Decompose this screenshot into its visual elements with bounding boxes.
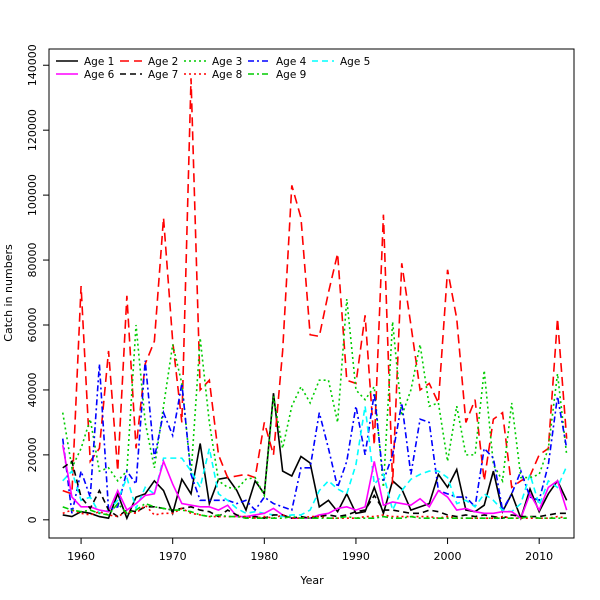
series-line-age-1 xyxy=(62,393,568,521)
legend: Age 1 Age 2 Age 3 Age 4 Age 5 Age 6 Age 7 Age 8… xyxy=(56,56,370,81)
legend-label: Age 8 xyxy=(212,69,242,81)
y-tick-label: 100000 xyxy=(26,174,39,216)
y-tick-label: 0 xyxy=(26,516,39,523)
y-tick-label: 60000 xyxy=(26,307,39,342)
x-tick-label: 1990 xyxy=(342,550,370,563)
y-axis: 0 20000 40000 60000 80000 100000 120000 140000 xyxy=(26,44,49,523)
x-tick-label: 2010 xyxy=(525,550,553,563)
legend-label: Age 6 xyxy=(84,69,115,81)
legend-label: Age 3 xyxy=(212,56,242,68)
series-line-age-2 xyxy=(62,78,568,495)
y-tick-label: 20000 xyxy=(26,437,39,472)
x-tick-label: 2000 xyxy=(434,550,462,563)
series-line-age-9 xyxy=(62,502,567,519)
x-axis: 1960 1970 1980 1990 2000 2010 xyxy=(67,538,553,563)
x-tick-label: 1960 xyxy=(67,550,95,563)
legend-label: Age 5 xyxy=(340,56,370,68)
y-tick-label: 120000 xyxy=(26,109,39,151)
legend-label: Age 7 xyxy=(148,69,178,81)
legend-label: Age 9 xyxy=(276,69,306,81)
series-line-age-5 xyxy=(62,406,568,518)
y-axis-title: Catch in numbers xyxy=(2,244,15,342)
plot-frame xyxy=(48,48,575,539)
x-axis-title: Year xyxy=(299,574,324,587)
series-line-age-7 xyxy=(62,460,567,520)
legend-label: Age 2 xyxy=(148,56,178,68)
y-tick-label: 140000 xyxy=(26,44,39,86)
x-tick-label: 1970 xyxy=(159,550,187,563)
series-line-age-3 xyxy=(61,298,568,499)
series-line-age-4 xyxy=(61,360,568,514)
legend-label: Age 4 xyxy=(276,56,307,68)
y-tick-label: 40000 xyxy=(26,372,39,407)
x-tick-label: 1980 xyxy=(250,550,278,563)
y-tick-label: 80000 xyxy=(26,243,39,278)
series-layer xyxy=(61,78,568,521)
legend-label: Age 1 xyxy=(84,56,114,68)
